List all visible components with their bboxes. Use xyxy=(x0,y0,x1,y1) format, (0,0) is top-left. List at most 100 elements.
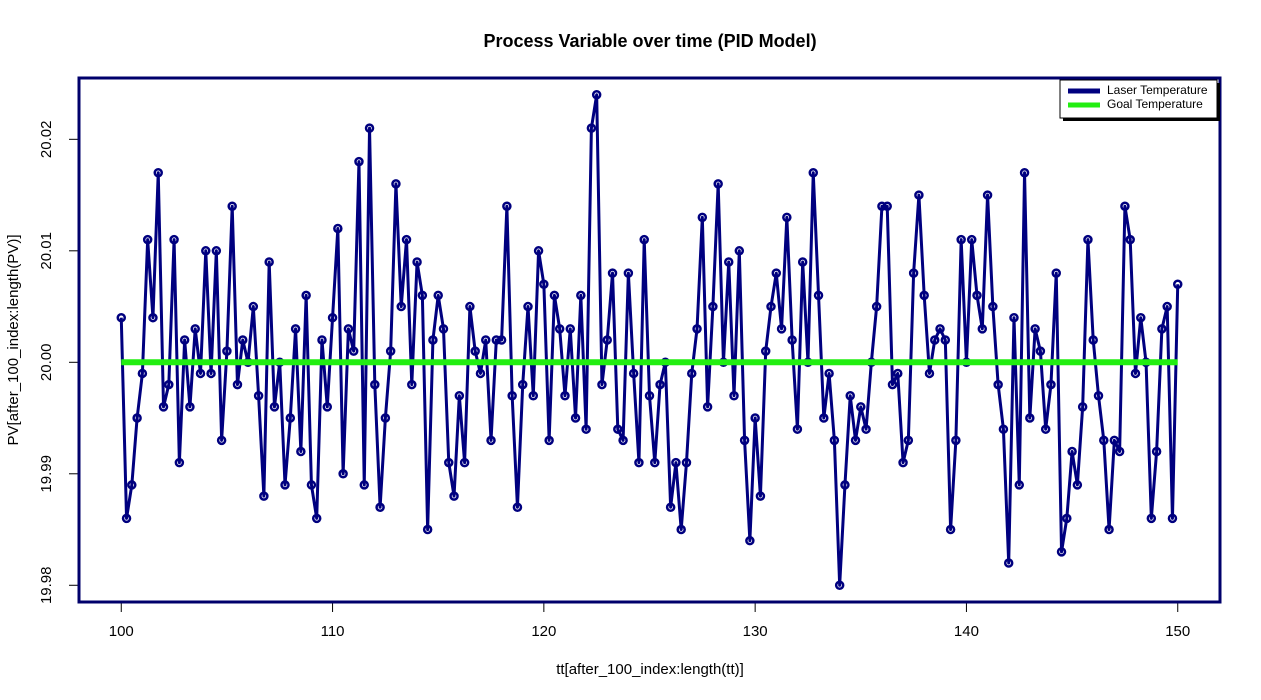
data-point xyxy=(850,435,861,446)
data-point xyxy=(248,301,259,312)
y-tick-label: 20.02 xyxy=(38,121,55,159)
data-point xyxy=(185,402,195,412)
data-point xyxy=(549,290,560,301)
data-point xyxy=(618,435,628,446)
data-point xyxy=(898,457,908,468)
data-point xyxy=(766,301,776,312)
data-point xyxy=(819,413,829,423)
data-point xyxy=(930,335,940,345)
data-point xyxy=(813,290,824,301)
data-point xyxy=(486,435,496,446)
data-point xyxy=(893,368,903,379)
data-point xyxy=(264,257,274,267)
data-point xyxy=(370,379,380,390)
x-tick-label: 120 xyxy=(531,623,556,640)
data-point xyxy=(401,234,412,245)
data-point xyxy=(1125,234,1135,245)
data-point xyxy=(127,480,137,490)
data-point xyxy=(591,89,602,100)
data-point xyxy=(491,335,502,345)
data-point xyxy=(797,257,808,267)
data-point xyxy=(628,368,639,379)
data-point xyxy=(348,346,359,356)
data-point xyxy=(433,290,443,301)
data-point xyxy=(908,268,919,278)
y-tick-label: 20.00 xyxy=(38,344,55,382)
data-point xyxy=(232,379,243,390)
data-point xyxy=(1030,324,1040,334)
data-point xyxy=(195,368,206,379)
data-point xyxy=(1136,312,1146,323)
legend-label: Goal Temperature xyxy=(1107,97,1203,111)
data-point xyxy=(882,201,892,211)
data-point xyxy=(1151,446,1162,457)
data-point xyxy=(512,502,523,512)
data-point xyxy=(597,379,607,390)
data-point xyxy=(364,123,375,133)
data-point xyxy=(465,301,475,312)
data-point xyxy=(280,480,290,490)
data-point xyxy=(644,390,655,401)
data-point xyxy=(1172,279,1183,290)
data-point xyxy=(475,368,486,379)
data-point xyxy=(998,424,1009,434)
data-point xyxy=(354,156,364,167)
x-tick-label: 140 xyxy=(954,623,979,640)
data-point xyxy=(808,168,819,178)
data-point xyxy=(380,413,391,423)
data-point xyxy=(565,324,576,334)
data-point xyxy=(428,335,438,345)
data-point xyxy=(544,435,554,446)
data-point xyxy=(734,246,745,256)
data-point xyxy=(771,268,782,278)
data-point xyxy=(956,234,966,245)
data-point xyxy=(1099,435,1109,446)
data-point xyxy=(681,457,692,468)
data-point xyxy=(1077,402,1088,412)
data-point xyxy=(1040,424,1051,434)
data-point xyxy=(623,268,634,278)
x-axis-label: tt[after_100_index:length(tt)] xyxy=(556,661,744,678)
data-point xyxy=(211,246,222,256)
data-point xyxy=(1009,312,1019,323)
data-point xyxy=(824,368,834,379)
x-tick-label: 150 xyxy=(1165,623,1190,640)
data-point xyxy=(713,179,723,189)
data-point xyxy=(375,502,385,512)
data-point xyxy=(417,290,428,301)
data-point xyxy=(338,469,348,479)
data-point xyxy=(290,324,301,334)
data-point xyxy=(845,390,855,401)
data-point xyxy=(634,457,644,468)
data-point xyxy=(201,246,211,256)
data-point xyxy=(739,435,750,446)
data-point xyxy=(650,457,660,468)
data-point xyxy=(422,524,433,535)
data-point xyxy=(333,223,343,234)
data-point xyxy=(787,335,797,345)
data-point xyxy=(919,290,929,301)
data-point xyxy=(940,335,951,345)
data-point xyxy=(116,312,127,323)
data-point xyxy=(507,390,517,401)
data-point xyxy=(227,201,237,211)
data-point xyxy=(533,246,544,256)
plot-frame xyxy=(77,76,1222,604)
chart-title: Process Variable over time (PID Model) xyxy=(483,31,816,51)
data-point xyxy=(301,290,311,301)
data-point xyxy=(665,502,676,512)
data-point xyxy=(285,413,296,423)
series-line xyxy=(119,93,1180,587)
data-point xyxy=(877,201,887,211)
data-point xyxy=(238,335,248,345)
data-point xyxy=(972,290,982,301)
data-point xyxy=(517,379,528,390)
data-point xyxy=(1114,446,1125,457)
data-point xyxy=(412,257,422,267)
data-point xyxy=(951,435,961,446)
data-point xyxy=(322,402,333,412)
legend-label: Laser Temperature xyxy=(1107,83,1208,97)
data-point xyxy=(676,524,686,535)
data-point xyxy=(132,413,142,423)
